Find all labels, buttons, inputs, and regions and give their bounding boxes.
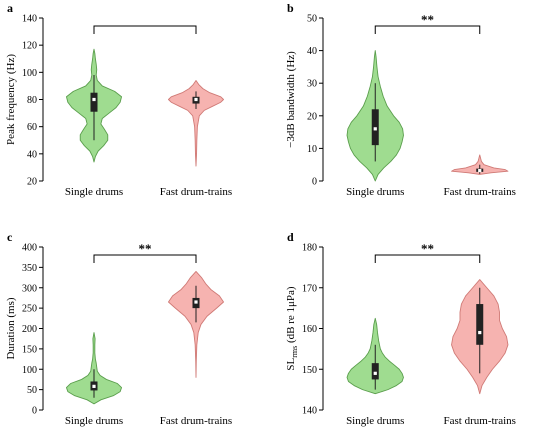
y-tick-label: 0 — [312, 177, 317, 188]
y-tick-label: 350 — [22, 263, 37, 274]
y-tick-label: 20 — [307, 111, 317, 122]
panel-letter: d — [287, 230, 294, 244]
median-marker — [92, 384, 96, 388]
violin-fast-drum-trains — [168, 80, 224, 167]
median-marker — [194, 300, 198, 304]
median-marker — [478, 330, 482, 335]
y-tick-label: 170 — [302, 283, 317, 294]
violin-single-drums — [66, 332, 122, 405]
median-marker — [92, 97, 96, 102]
y-tick-label: 140 — [302, 406, 317, 417]
y-tick-label: 40 — [307, 46, 317, 57]
significance-bracket — [93, 254, 197, 263]
y-tick-label: 180 — [302, 243, 317, 254]
panel-b: b 0 10 20 30 40 50 −3dB bandwidth (Hz) Single dr… — [285, 1, 516, 198]
significance-bracket — [93, 25, 197, 34]
panel-letter: b — [287, 1, 294, 15]
y-tick-label: 50 — [27, 385, 37, 396]
y-tick-label: 160 — [302, 324, 317, 335]
panel-a: a 20 40 60 80 100 120 140 Peak frequency (Hz) Sin… — [5, 1, 232, 198]
y-tick-label: 150 — [22, 344, 37, 355]
iqr-box — [476, 304, 484, 345]
panel-c: c 0 50 100 150 200 250 300 350 400 Duration (ms) Si… — [5, 230, 232, 427]
significance-bracket — [374, 254, 481, 263]
significance-label: ** — [421, 241, 434, 256]
y-tick-label: 150 — [302, 365, 317, 376]
category-label: Fast drum-trains — [444, 415, 516, 427]
y-tick-label: 60 — [27, 122, 37, 133]
y-tick-label: 30 — [307, 79, 317, 90]
category-label: Fast drum-trains — [160, 415, 232, 427]
y-tick-label: 400 — [22, 243, 37, 254]
iqr-box — [371, 109, 379, 146]
significance-label: ** — [421, 12, 434, 27]
y-axis-title: Peak frequency (Hz) — [5, 54, 17, 145]
iqr-box — [371, 363, 379, 380]
y-axis-title: Duration (ms) — [5, 297, 17, 359]
y-tick-label: 40 — [27, 149, 37, 160]
median-marker — [373, 371, 377, 375]
significance-label: ** — [139, 241, 152, 256]
y-tick-label: 20 — [27, 177, 37, 188]
panel-letter: a — [7, 1, 13, 15]
y-tick-label: 250 — [22, 304, 37, 315]
y-tick-label: 50 — [307, 14, 317, 25]
y-tick-label: 0 — [32, 406, 37, 417]
y-tick-label: 120 — [22, 41, 37, 52]
median-marker — [373, 127, 377, 131]
median-marker — [194, 97, 198, 102]
y-axis-title: −3dB bandwidth (Hz) — [285, 51, 297, 148]
y-tick-label: 100 — [22, 68, 37, 79]
median-marker — [478, 168, 482, 173]
significance-bracket — [374, 25, 481, 34]
category-label: Fast drum-trains — [160, 186, 232, 198]
violin-fast-drum-trains — [168, 271, 224, 378]
y-tick-label: 100 — [22, 365, 37, 376]
y-tick-label: 80 — [27, 95, 37, 106]
iqr-box — [90, 92, 98, 112]
y-tick-label: 140 — [22, 14, 37, 25]
y-axis-title: SLrms (dB re 1μPa) — [285, 286, 299, 371]
panel-d: d 140 150 160 170 180 SLrms (dB re 1μPa) Single… — [285, 230, 516, 427]
category-label: Single drums — [346, 415, 404, 427]
y-tick-label: 200 — [22, 324, 37, 335]
panel-letter: c — [7, 230, 13, 244]
category-label: Fast drum-trains — [444, 186, 516, 198]
category-label: Single drums — [65, 415, 123, 427]
category-label: Single drums — [346, 186, 404, 198]
y-tick-label: 10 — [307, 144, 317, 155]
y-tick-label: 300 — [22, 283, 37, 294]
category-label: Single drums — [65, 186, 123, 198]
